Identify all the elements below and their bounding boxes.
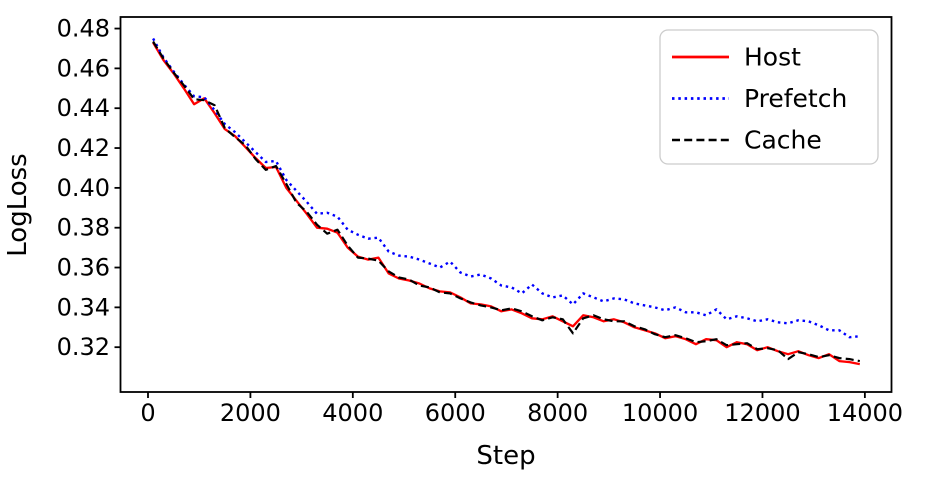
x-tick-label: 8000 [527, 399, 588, 427]
x-tick-label: 14000 [827, 399, 903, 427]
series-group [152, 37, 861, 366]
x-tick-label: 2000 [220, 399, 281, 427]
legend-item-cache: Cache [672, 126, 822, 155]
y-tick-label: 0.44 [57, 94, 110, 122]
series-prefetch-line [152, 37, 860, 339]
y-tick-label: 0.32 [57, 333, 110, 361]
x-tick-label: 12000 [724, 399, 800, 427]
y-axis-title: LogLoss [3, 153, 33, 256]
y-axis: 0.32 0.34 0.36 0.38 0.40 0.42 0.44 0.46 0.48 [57, 15, 121, 361]
series-cache-line [152, 40, 861, 363]
x-tick-label: 4000 [322, 399, 383, 427]
y-tick-label: 0.34 [57, 293, 110, 321]
x-tick-label: 10000 [622, 399, 698, 427]
x-axis-title: Step [476, 441, 535, 471]
legend-label-prefetch: Prefetch [744, 84, 847, 113]
legend-item-host: Host [672, 43, 801, 72]
x-tick-label: 6000 [425, 399, 486, 427]
y-tick-label: 0.46 [57, 54, 110, 82]
y-tick-label: 0.40 [57, 174, 110, 202]
y-tick-label: 0.48 [57, 15, 110, 43]
legend: Host Prefetch Cache [659, 29, 879, 165]
x-tick-label: 0 [140, 399, 155, 427]
x-axis: 0 2000 4000 6000 8000 10000 12000 14000 [140, 392, 903, 427]
y-tick-label: 0.42 [57, 134, 110, 162]
legend-label-host: Host [744, 43, 801, 72]
y-tick-label: 0.36 [57, 254, 110, 282]
legend-item-prefetch: Prefetch [672, 84, 847, 113]
y-tick-label: 0.38 [57, 214, 110, 242]
legend-box [659, 29, 879, 165]
legend-label-cache: Cache [744, 126, 822, 155]
